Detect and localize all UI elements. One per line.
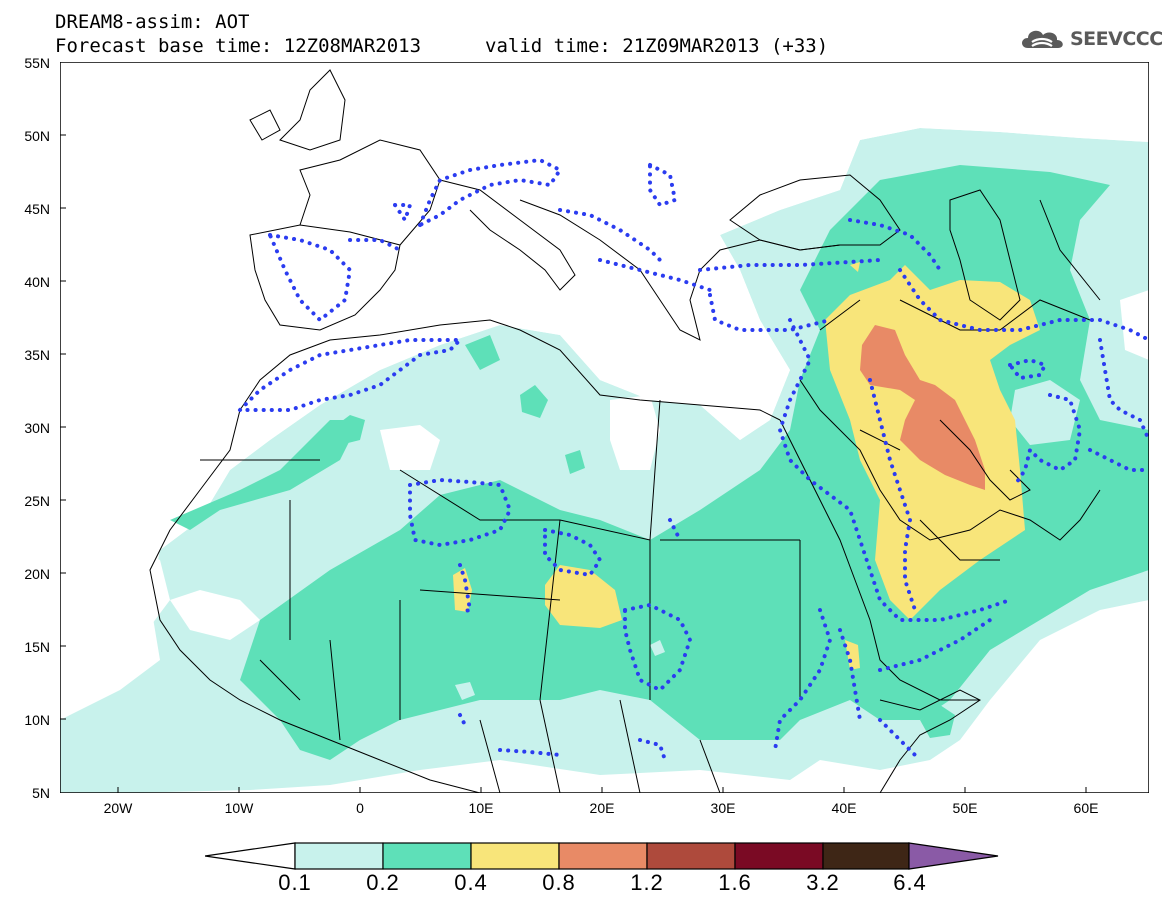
colorbar-label-0-4: 0.4 xyxy=(454,870,488,895)
lat-label-50n: 50N xyxy=(24,128,50,144)
forecast-base-time: Forecast base time: 12Z08MAR2013 xyxy=(55,35,422,57)
colorbar-label-1-2: 1.2 xyxy=(630,870,664,895)
lat-label-10n: 10N xyxy=(24,712,50,728)
lat-label-35n: 35N xyxy=(24,347,50,363)
lon-label-20w: 20W xyxy=(103,800,133,816)
chart-title: DREAM8-assim: AOT xyxy=(55,11,250,33)
colorbar-bin-0-4 xyxy=(470,842,560,870)
colorbar-label-0-2: 0.2 xyxy=(366,870,400,895)
lat-label-30n: 30N xyxy=(24,420,50,436)
lon-label-40e: 40E xyxy=(831,800,857,816)
lon-label-60e: 60E xyxy=(1073,800,1099,816)
colorbar-bin-0-8 xyxy=(558,842,648,870)
colorbar xyxy=(205,842,999,870)
lon-label-10w: 10W xyxy=(224,800,254,816)
lon-label-30e: 30E xyxy=(710,800,736,816)
lon-label-10e: 10E xyxy=(468,800,494,816)
colorbar-bin-0-2 xyxy=(382,842,472,870)
colorbar-label-3-2: 3.2 xyxy=(806,870,840,895)
colorbar-low-arrow xyxy=(205,842,296,870)
lat-label-20n: 20N xyxy=(24,566,50,582)
seevccc-logo: SEEVCCC xyxy=(1018,24,1163,54)
colorbar-bin-1-2 xyxy=(646,842,736,870)
colorbar-label-1-6: 1.6 xyxy=(718,870,752,895)
lon-label-0: 0 xyxy=(356,800,364,816)
lat-label-15n: 15N xyxy=(24,639,50,655)
lat-label-25n: 25N xyxy=(24,493,50,509)
colorbar-high-arrow xyxy=(908,842,999,870)
dotted-contours xyxy=(235,157,1149,762)
lat-label-5n: 5N xyxy=(32,785,50,801)
coastlines-borders xyxy=(149,69,1101,793)
aot-map xyxy=(60,62,1149,793)
lon-label-20e: 20E xyxy=(589,800,615,816)
colorbar-label-0-1: 0.1 xyxy=(278,870,312,895)
aot-level-0-8 xyxy=(860,325,985,490)
logo-text: SEEVCCC xyxy=(1070,28,1163,50)
lat-label-45n: 45N xyxy=(24,201,50,217)
colorbar-bin-0-1 xyxy=(294,842,384,870)
valid-time: valid time: 21Z09MAR2013 (+33) xyxy=(485,35,829,57)
lat-label-55n: 55N xyxy=(24,55,50,71)
colorbar-bin-1-6 xyxy=(734,842,824,870)
colorbar-label-0-8: 0.8 xyxy=(542,870,576,895)
colorbar-label-6-4: 6.4 xyxy=(893,870,927,895)
lat-label-40n: 40N xyxy=(24,274,50,290)
colorbar-bin-3-2 xyxy=(822,842,910,870)
lon-label-50e: 50E xyxy=(952,800,978,816)
axis-ticks xyxy=(60,134,1087,793)
cloud-icon xyxy=(1022,30,1063,48)
aot-clear-areas xyxy=(60,62,1149,680)
aot-green-holes xyxy=(455,380,1080,700)
